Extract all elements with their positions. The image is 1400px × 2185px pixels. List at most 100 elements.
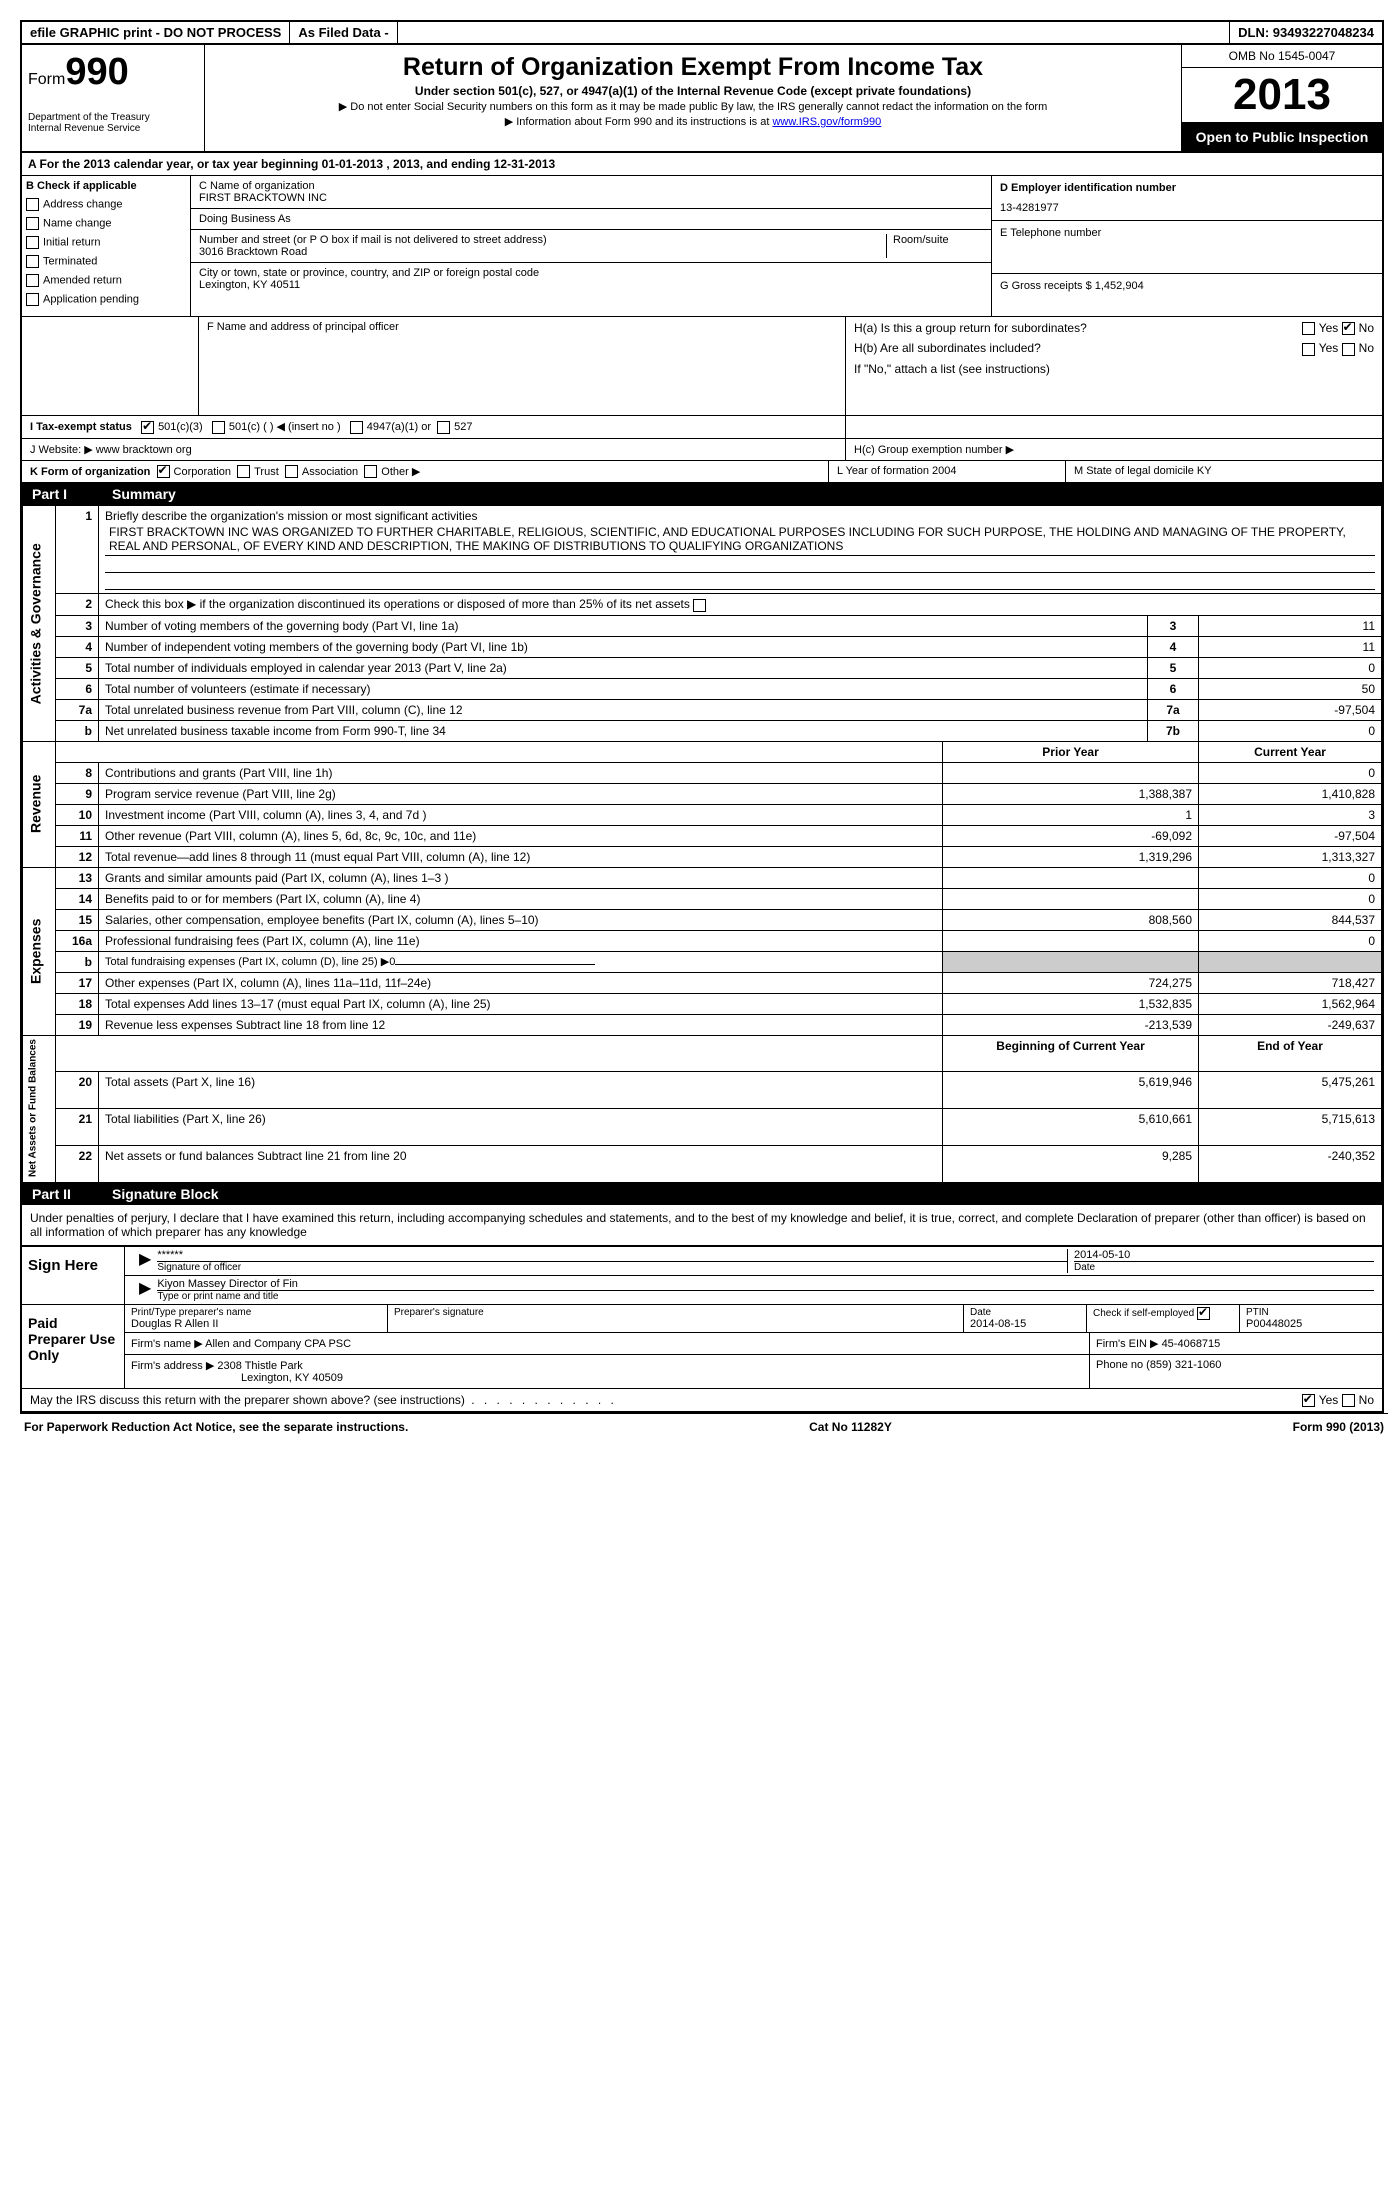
gov-row: Total unrelated business revenue from Pa…: [99, 699, 1148, 720]
dba-label: Doing Business As: [191, 209, 991, 230]
bal-row: Total liabilities (Part X, line 26): [99, 1109, 943, 1146]
ein-value: 13-4281977: [1000, 202, 1374, 214]
chk-corp[interactable]: [157, 465, 170, 478]
begin-year-header: Beginning of Current Year: [943, 1035, 1199, 1072]
mission-text: FIRST BRACKTOWN INC WAS ORGANIZED TO FUR…: [105, 523, 1375, 556]
addr-label: Number and street (or P O box if mail is…: [199, 234, 886, 246]
form-title: Return of Organization Exempt From Incom…: [215, 53, 1171, 82]
summary-table: Activities & Governance 1 Briefly descri…: [22, 505, 1382, 1182]
hb-no[interactable]: [1342, 343, 1355, 356]
org-name: FIRST BRACKTOWN INC: [199, 192, 983, 204]
section-a: A For the 2013 calendar year, or tax yea…: [22, 153, 1382, 176]
preparer-section: Paid Preparer Use Only Print/Type prepar…: [22, 1304, 1382, 1388]
sign-section: Sign Here ▶ ****** Signature of officer …: [22, 1246, 1382, 1304]
rev-row: Other revenue (Part VIII, column (A), li…: [99, 825, 943, 846]
efile-notice: efile GRAPHIC print - DO NOT PROCESS: [22, 22, 290, 43]
ha-label: H(a) Is this a group return for subordin…: [854, 321, 1302, 335]
chk-other[interactable]: [364, 465, 377, 478]
preparer-sig-label: Preparer's signature: [388, 1305, 964, 1332]
website: J Website: ▶ www bracktown org: [22, 439, 846, 460]
header-note-2: ▶ Information about Form 990 and its ins…: [215, 115, 1171, 128]
perjury-text: Under penalties of perjury, I declare th…: [22, 1205, 1382, 1246]
rev-row: Investment income (Part VIII, column (A)…: [99, 804, 943, 825]
dln: DLN: 93493227048234: [1230, 22, 1382, 43]
sig-officer-label: Signature of officer: [157, 1261, 1067, 1273]
discuss-text: May the IRS discuss this return with the…: [30, 1393, 617, 1407]
sig-stars: ******: [157, 1249, 1067, 1261]
preparer-name: Douglas R Allen II: [131, 1318, 381, 1330]
bal-row: Total assets (Part X, line 16): [99, 1072, 943, 1109]
tax-status-label: I Tax-exempt status: [30, 421, 132, 433]
chk-discontinued[interactable]: [693, 599, 706, 612]
ha-no[interactable]: [1342, 322, 1355, 335]
gov-row: Total number of volunteers (estimate if …: [99, 678, 1148, 699]
cat-no: Cat No 11282Y: [809, 1420, 892, 1434]
discuss-yes[interactable]: [1302, 1394, 1315, 1407]
chk-501c[interactable]: [212, 421, 225, 434]
line1-label: Briefly describe the organization's miss…: [105, 509, 1375, 523]
end-year-header: End of Year: [1199, 1035, 1382, 1072]
chk-terminated[interactable]: [26, 255, 39, 268]
sign-here-label: Sign Here: [22, 1247, 125, 1304]
col-d-ids: D Employer identification number 13-4281…: [991, 176, 1382, 316]
state-domicile: M State of legal domicile KY: [1066, 461, 1382, 483]
firm-phone: Phone no (859) 321-1060: [1090, 1355, 1382, 1388]
chk-self-employed[interactable]: [1197, 1307, 1210, 1320]
chk-amended[interactable]: [26, 274, 39, 287]
sig-date-label: Date: [1074, 1261, 1374, 1273]
vert-exp: Expenses: [23, 867, 56, 1035]
chk-527[interactable]: [437, 421, 450, 434]
preparer-label: Paid Preparer Use Only: [22, 1305, 125, 1388]
ha-yes[interactable]: [1302, 322, 1315, 335]
chk-501c3[interactable]: [141, 421, 154, 434]
gov-row: Total number of individuals employed in …: [99, 657, 1148, 678]
room-label: Room/suite: [886, 234, 983, 258]
top-bar: efile GRAPHIC print - DO NOT PROCESS As …: [22, 22, 1382, 45]
main-info: B Check if applicable Address change Nam…: [22, 176, 1382, 317]
chk-assoc[interactable]: [285, 465, 298, 478]
street-addr: 3016 Bracktown Road: [199, 246, 886, 258]
form-number: 990: [65, 51, 128, 93]
year-formation: L Year of formation 2004: [829, 461, 1066, 483]
exp-row: Professional fundraising fees (Part IX, …: [99, 930, 943, 951]
gross-receipts: G Gross receipts $ 1,452,904: [992, 274, 1382, 298]
paperwork-notice: For Paperwork Reduction Act Notice, see …: [24, 1420, 408, 1434]
omb-number: OMB No 1545-0047: [1182, 45, 1382, 68]
form-subtitle: Under section 501(c), 527, or 4947(a)(1)…: [215, 84, 1171, 98]
sig-date: 2014-05-10: [1074, 1249, 1374, 1261]
as-filed: As Filed Data -: [290, 22, 397, 43]
officer-h-row: F Name and address of principal officer …: [22, 317, 1382, 416]
chk-4947[interactable]: [350, 421, 363, 434]
hc-label: H(c) Group exemption number ▶: [846, 439, 1382, 460]
rev-row: Total revenue—add lines 8 through 11 (mu…: [99, 846, 943, 867]
chk-initial[interactable]: [26, 236, 39, 249]
exp-row: Revenue less expenses Subtract line 18 f…: [99, 1014, 943, 1035]
self-employed-label: Check if self-employed: [1093, 1308, 1194, 1319]
chk-pending[interactable]: [26, 293, 39, 306]
form-990-container: efile GRAPHIC print - DO NOT PROCESS As …: [20, 20, 1384, 1413]
irs-link[interactable]: www.IRS.gov/form990: [772, 116, 881, 128]
city-state-zip: Lexington, KY 40511: [199, 279, 983, 291]
hb-yes[interactable]: [1302, 343, 1315, 356]
exp-row: Other expenses (Part IX, column (A), lin…: [99, 972, 943, 993]
chk-trust[interactable]: [237, 465, 250, 478]
org-name-label: C Name of organization: [199, 180, 983, 192]
chk-name[interactable]: [26, 217, 39, 230]
preparer-date: 2014-08-15: [970, 1318, 1080, 1330]
discuss-no[interactable]: [1342, 1394, 1355, 1407]
firm-ein: 45-4068715: [1162, 1338, 1221, 1350]
line2-text: Check this box ▶ if the organization dis…: [105, 597, 690, 611]
header-note-1: ▶ Do not enter Social Security numbers o…: [215, 100, 1171, 113]
firm-addr2: Lexington, KY 40509: [241, 1372, 1083, 1384]
vert-bal: Net Assets or Fund Balances: [23, 1035, 56, 1182]
chk-address[interactable]: [26, 198, 39, 211]
city-label: City or town, state or province, country…: [199, 267, 983, 279]
exp-row: Grants and similar amounts paid (Part IX…: [99, 867, 943, 888]
gov-row: Number of independent voting members of …: [99, 636, 1148, 657]
part-2-header: Part II Signature Block: [22, 1183, 1382, 1205]
col-b-title: B Check if applicable: [26, 180, 186, 192]
ptin-value: P00448025: [1246, 1318, 1376, 1330]
exp-row: Benefits paid to or for members (Part IX…: [99, 888, 943, 909]
row-i: I Tax-exempt status 501(c)(3) 501(c) ( )…: [22, 416, 1382, 439]
row-k: K Form of organization Corporation Trust…: [22, 461, 1382, 484]
